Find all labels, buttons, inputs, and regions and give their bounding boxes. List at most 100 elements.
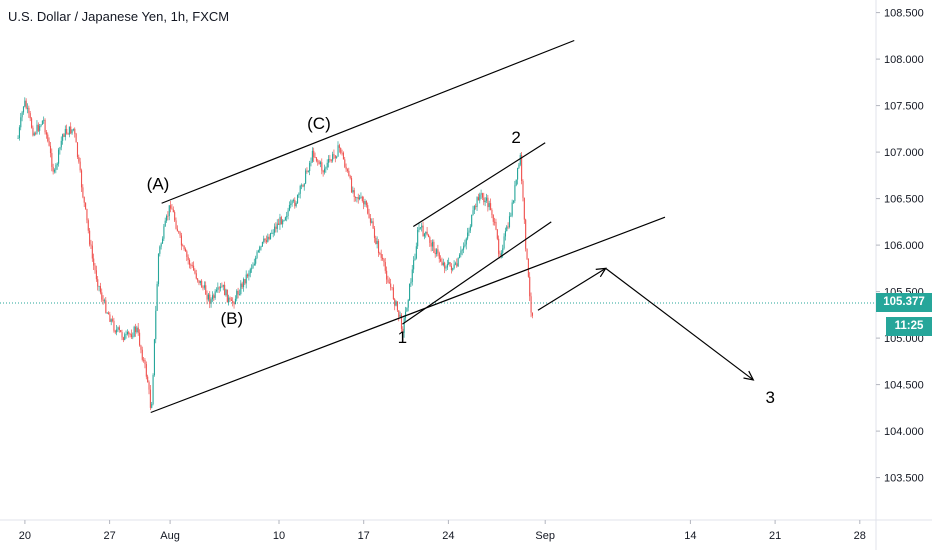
candle-body — [423, 233, 425, 237]
candle-body — [49, 145, 52, 154]
candle-body — [31, 118, 33, 128]
candle-body — [444, 262, 446, 269]
candle-body — [228, 297, 230, 303]
candle-body — [215, 289, 218, 292]
candle-body — [359, 197, 361, 200]
candle-body — [511, 202, 513, 216]
candle-body — [456, 263, 458, 267]
candle-body — [229, 297, 231, 300]
candle-body — [384, 262, 386, 271]
candle-body — [286, 215, 288, 218]
candle-body — [21, 112, 23, 118]
candle-body — [433, 241, 435, 253]
candle-body — [388, 282, 390, 284]
candle-body — [399, 314, 401, 317]
time-tick-label: Aug — [160, 530, 180, 542]
candle-body — [364, 201, 366, 205]
candle-body — [402, 328, 404, 333]
candle-body — [280, 217, 282, 225]
inner-channel-upper-trend-line[interactable] — [412, 142, 546, 228]
candle-body — [52, 166, 54, 172]
candle-body — [460, 250, 462, 255]
candle-body — [39, 126, 41, 131]
candle-body — [422, 225, 424, 237]
candle-body — [269, 233, 272, 240]
candle-body — [48, 141, 50, 146]
candle-body — [82, 187, 84, 197]
candle-body — [18, 127, 20, 139]
candle-body — [80, 170, 83, 188]
candle-body — [141, 349, 143, 360]
candle-body — [56, 163, 58, 166]
candle-body — [63, 134, 65, 137]
candle-body — [249, 269, 251, 274]
candle-body — [163, 226, 165, 239]
candle-body — [282, 220, 284, 225]
outer-channel-lower-trend-line[interactable] — [150, 216, 666, 414]
candle-body — [24, 100, 26, 107]
candle-body — [247, 274, 249, 277]
candle-body — [518, 164, 520, 168]
candle-body — [139, 332, 141, 346]
candle-body — [375, 237, 377, 245]
time-tick-label: Sep — [535, 530, 555, 542]
candle-body — [403, 318, 405, 333]
time-tick-label: 21 — [769, 530, 781, 542]
candle-body — [155, 310, 157, 340]
candle-body — [47, 134, 49, 142]
candle-body — [392, 287, 394, 300]
candle-body — [477, 197, 479, 201]
wave-line-1-to-2-trend-line[interactable] — [402, 221, 552, 325]
candle-body — [449, 262, 451, 267]
candle-body — [325, 167, 327, 169]
candle-body — [494, 221, 496, 223]
candle-body — [319, 162, 322, 164]
candle-body — [87, 220, 89, 231]
candle-body — [144, 359, 146, 365]
candle-body — [496, 229, 498, 239]
time-tick-label: 27 — [103, 530, 115, 542]
outer-channel-upper-trend-line[interactable] — [161, 39, 575, 204]
candle-body — [457, 258, 459, 267]
candle-body — [461, 249, 463, 251]
candle-body — [414, 258, 416, 261]
candle-body — [256, 252, 258, 258]
candle-body — [106, 312, 108, 314]
candle-body — [348, 170, 350, 176]
candle-body — [161, 238, 164, 244]
candle-body — [89, 230, 91, 245]
candle-body — [248, 273, 250, 277]
candle-body — [253, 263, 255, 266]
candle-body — [209, 294, 211, 304]
candle-body — [310, 161, 312, 163]
candle-body — [202, 287, 204, 289]
candle-body — [430, 242, 432, 247]
projection-down-arrow-line[interactable] — [605, 267, 754, 381]
price-tick-label: 107.000 — [884, 147, 924, 159]
candle-body — [365, 201, 367, 206]
candle-body — [268, 236, 270, 240]
candle-body — [500, 252, 502, 256]
candle-body — [400, 314, 403, 329]
candle-body — [305, 170, 307, 184]
candle-body — [176, 228, 178, 232]
candle-body — [279, 217, 281, 225]
candle-body — [252, 265, 254, 269]
candle-body — [467, 232, 469, 239]
candle-body — [508, 216, 511, 228]
projection-up-arrow-line[interactable] — [537, 267, 607, 311]
candle-body — [303, 183, 305, 187]
candle-body — [367, 205, 369, 214]
candle-body — [296, 194, 299, 204]
candle-body — [206, 294, 208, 300]
candle-body — [182, 245, 184, 247]
candle-body — [78, 157, 80, 162]
candle-body — [94, 265, 96, 271]
time-axis[interactable]: 20 27 Aug 10 17 24 Sep 14 21 28 — [0, 519, 932, 542]
candle-body — [60, 140, 62, 148]
candle-body — [519, 155, 521, 165]
time-tick-label: 28 — [854, 530, 866, 542]
candle-body — [344, 159, 346, 167]
